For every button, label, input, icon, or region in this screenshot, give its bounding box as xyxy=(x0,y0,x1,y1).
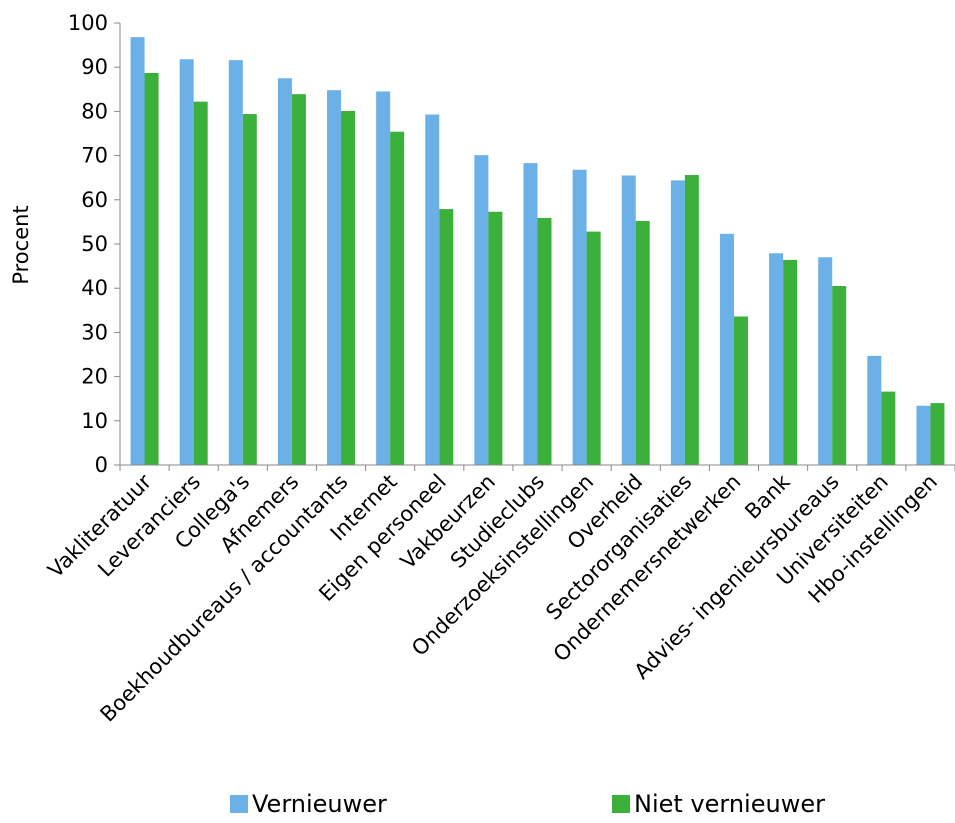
y-tick-label: 40 xyxy=(81,276,108,300)
bar-niet-vernieuwer xyxy=(439,209,454,465)
bar-vernieuwer xyxy=(572,169,587,465)
y-tick-label: 60 xyxy=(81,188,108,212)
bars xyxy=(130,37,945,466)
bar-vernieuwer xyxy=(130,37,145,465)
bar-niet-vernieuwer xyxy=(144,72,159,466)
legend-item-niet-vernieuwer: Niet vernieuwer xyxy=(612,790,825,818)
bar-niet-vernieuwer xyxy=(733,316,748,465)
y-tick-label: 80 xyxy=(81,99,108,123)
bar-vernieuwer xyxy=(376,91,391,465)
y-tick-label: 20 xyxy=(81,365,108,389)
bar-vernieuwer xyxy=(179,59,194,466)
bar-niet-vernieuwer xyxy=(291,94,306,466)
bar-niet-vernieuwer xyxy=(390,131,405,465)
legend-swatch xyxy=(230,795,248,813)
legend: Vernieuwer Niet vernieuwer xyxy=(0,790,955,820)
bar-vernieuwer xyxy=(474,155,489,465)
bar-niet-vernieuwer xyxy=(930,403,945,465)
legend-label: Niet vernieuwer xyxy=(634,790,825,818)
legend-item-vernieuwer: Vernieuwer xyxy=(230,790,387,818)
x-axis-categories: VakliteratuurLeveranciersCollega'sAfneme… xyxy=(43,469,942,727)
bar-vernieuwer xyxy=(425,114,440,465)
bar-vernieuwer xyxy=(621,175,636,466)
bar-niet-vernieuwer xyxy=(684,175,699,465)
bar-niet-vernieuwer xyxy=(586,231,601,465)
bar-vernieuwer xyxy=(769,253,784,465)
bar-vernieuwer xyxy=(523,163,538,465)
bar-vernieuwer xyxy=(916,405,931,465)
bar-niet-vernieuwer xyxy=(193,101,208,466)
y-tick-label: 70 xyxy=(81,144,108,168)
bar-vernieuwer xyxy=(818,257,833,465)
bar-niet-vernieuwer xyxy=(783,259,798,465)
bar-niet-vernieuwer xyxy=(341,110,356,465)
bar-vernieuwer xyxy=(327,90,342,466)
bar-niet-vernieuwer xyxy=(488,211,503,465)
bar-niet-vernieuwer xyxy=(881,391,896,465)
y-tick-label: 90 xyxy=(81,55,108,79)
bar-vernieuwer xyxy=(867,355,882,465)
legend-label: Vernieuwer xyxy=(252,790,387,818)
bar-niet-vernieuwer xyxy=(537,217,552,465)
bar-vernieuwer xyxy=(277,78,292,465)
bar-vernieuwer xyxy=(228,60,243,466)
bar-vernieuwer xyxy=(719,233,734,465)
legend-swatch xyxy=(612,795,630,813)
y-axis-ticks: 0 10 20 30 40 50 60 70 80 90 100 xyxy=(68,11,120,477)
bar-niet-vernieuwer xyxy=(832,285,847,465)
y-tick-label: 100 xyxy=(68,11,108,35)
y-tick-label: 10 xyxy=(81,409,108,433)
bar-chart: Procent 0 10 20 30 40 50 60 70 80 90 100 Vaklitera… xyxy=(9,11,955,727)
y-tick-label: 50 xyxy=(81,232,108,256)
bar-niet-vernieuwer xyxy=(242,114,257,465)
axes xyxy=(119,23,955,471)
y-tick-label: 0 xyxy=(95,453,108,477)
y-axis-title: Procent xyxy=(9,205,33,284)
y-tick-label: 30 xyxy=(81,320,108,344)
bar-vernieuwer xyxy=(670,180,685,466)
bar-niet-vernieuwer xyxy=(635,221,650,465)
